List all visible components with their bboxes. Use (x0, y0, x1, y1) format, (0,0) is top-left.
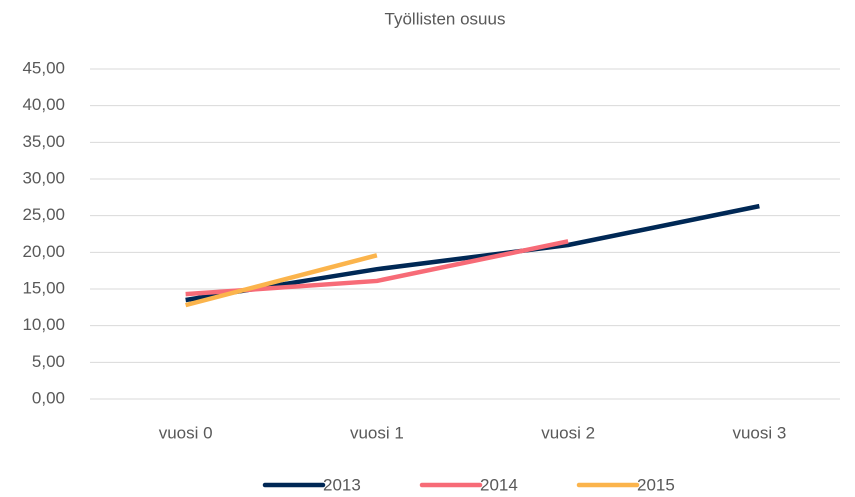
y-tick-label: 35,00 (22, 132, 65, 151)
y-tick-label: 40,00 (22, 95, 65, 114)
chart-title: Työllisten osuus (385, 9, 506, 28)
legend-label: 2013 (323, 475, 361, 494)
y-tick-label: 20,00 (22, 242, 65, 261)
x-tick-label: vuosi 1 (350, 423, 404, 442)
y-tick-label: 15,00 (22, 278, 65, 297)
y-tick-label: 25,00 (22, 205, 65, 224)
y-tick-label: 45,00 (22, 58, 65, 77)
y-tick-label: 10,00 (22, 315, 65, 334)
y-tick-label: 30,00 (22, 168, 65, 187)
x-tick-label: vuosi 2 (541, 423, 595, 442)
series-line (185, 203, 760, 303)
legend-label: 2014 (480, 475, 518, 494)
x-tick-label: vuosi 3 (732, 423, 786, 442)
x-tick-label: vuosi 0 (159, 423, 213, 442)
y-tick-label: 0,00 (32, 388, 65, 407)
series-line (185, 253, 378, 308)
y-tick-label: 5,00 (32, 352, 65, 371)
legend-label: 2015 (637, 475, 675, 494)
